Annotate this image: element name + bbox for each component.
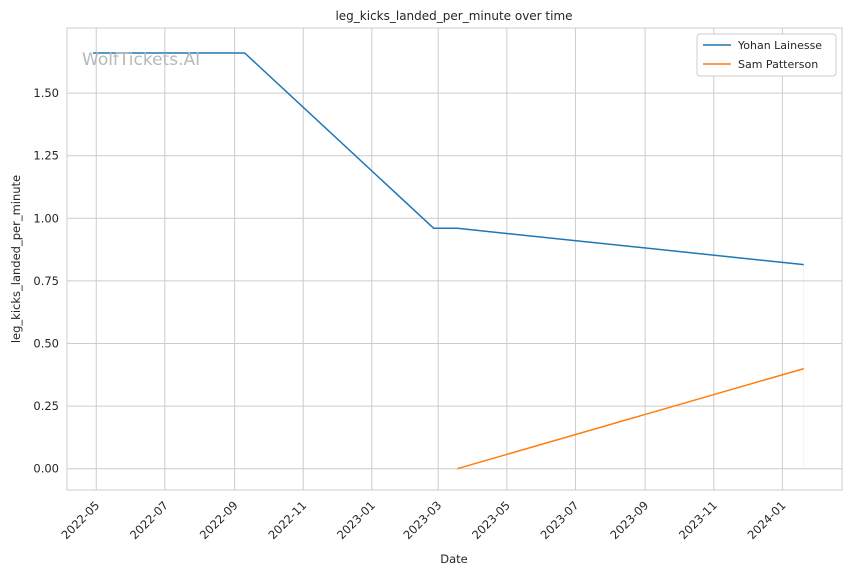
legend-label-yohan-lainesse: Yohan Lainesse bbox=[737, 39, 822, 52]
x-tick-label: 2023-09 bbox=[607, 498, 651, 542]
x-tick-label: 2023-01 bbox=[334, 498, 378, 542]
x-tick-label: 2023-03 bbox=[400, 498, 444, 542]
chart-title: leg_kicks_landed_per_minute over time bbox=[335, 9, 572, 23]
y-tick-label: 1.25 bbox=[33, 149, 59, 163]
x-axis-label: Date bbox=[440, 552, 468, 566]
y-tick-label: 1.50 bbox=[33, 86, 59, 100]
series-line-sam-patterson bbox=[457, 367, 805, 470]
x-tick-label: 2022-09 bbox=[197, 498, 241, 542]
grid bbox=[67, 28, 842, 490]
x-tick-label: 2022-07 bbox=[127, 498, 171, 542]
y-axis-label: leg_kicks_landed_per_minute bbox=[9, 175, 23, 343]
x-tick-label: 2023-07 bbox=[538, 498, 582, 542]
x-tick-label: 2023-11 bbox=[676, 498, 720, 542]
y-tick-label: 0.75 bbox=[33, 274, 59, 288]
series-line-yohan-lainesse bbox=[92, 52, 804, 266]
x-axis-ticks: 2022-05 2022-07 2022-09 2022-11 2023-01 2023-… bbox=[58, 498, 788, 542]
x-tick-label: 2024-01 bbox=[745, 498, 789, 542]
series-layer bbox=[92, 52, 805, 470]
watermark: WolfTickets.AI bbox=[82, 50, 200, 70]
y-tick-label: 0.00 bbox=[33, 462, 59, 476]
y-tick-label: 1.00 bbox=[33, 211, 59, 225]
y-tick-label: 0.50 bbox=[33, 337, 59, 351]
x-tick-label: 2022-05 bbox=[58, 498, 102, 542]
x-tick-label: 2023-05 bbox=[469, 498, 513, 542]
y-axis-ticks: 0.00 0.25 0.50 0.75 1.00 1.25 1.50 bbox=[33, 86, 59, 476]
legend-box bbox=[696, 33, 837, 77]
y-tick-label: 0.25 bbox=[33, 399, 59, 413]
plot-area bbox=[66, 27, 843, 491]
x-tick-label: 2022-11 bbox=[265, 498, 309, 542]
legend-label-sam-patterson: Sam Patterson bbox=[738, 58, 818, 71]
legend: Yohan Lainesse Sam Patterson bbox=[696, 33, 837, 77]
